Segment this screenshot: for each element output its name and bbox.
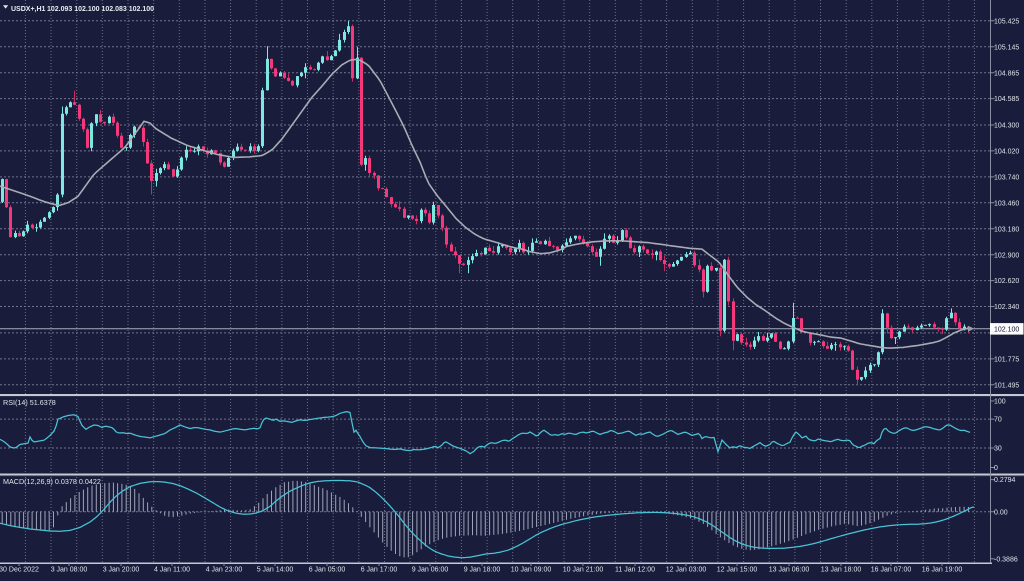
svg-text:4 Jan 23:00: 4 Jan 23:00 bbox=[206, 567, 243, 574]
svg-text:12 Jan 15:00: 12 Jan 15:00 bbox=[717, 567, 758, 574]
svg-text:10 Jan 09:00: 10 Jan 09:00 bbox=[511, 567, 552, 574]
svg-text:11 Jan 12:00: 11 Jan 12:00 bbox=[615, 567, 655, 574]
svg-text:3 Jan 08:00: 3 Jan 08:00 bbox=[51, 567, 88, 574]
svg-text:30 Dec 2022: 30 Dec 2022 bbox=[0, 567, 39, 574]
svg-text:USDX+,H1: USDX+,H1 bbox=[11, 6, 46, 13]
svg-text:104.300: 104.300 bbox=[994, 123, 1019, 130]
svg-text:0.2794: 0.2794 bbox=[994, 477, 1016, 484]
svg-text:103.740: 103.740 bbox=[994, 175, 1019, 182]
svg-text:-0.3886: -0.3886 bbox=[994, 556, 1018, 563]
svg-text:13 Jan 06:00: 13 Jan 06:00 bbox=[769, 567, 810, 574]
svg-text:102.900: 102.900 bbox=[994, 252, 1019, 259]
svg-text:70: 70 bbox=[994, 417, 1002, 424]
svg-text:105.145: 105.145 bbox=[994, 44, 1019, 51]
svg-text:16 Jan 07:00: 16 Jan 07:00 bbox=[871, 567, 912, 574]
svg-text:104.020: 104.020 bbox=[994, 149, 1019, 156]
svg-text:RSI(14) 51.6378: RSI(14) 51.6378 bbox=[3, 398, 56, 407]
svg-text:16 Jan 19:00: 16 Jan 19:00 bbox=[922, 567, 963, 574]
svg-text:104.585: 104.585 bbox=[994, 96, 1019, 103]
svg-text:30: 30 bbox=[994, 446, 1002, 453]
svg-text:102.093 102.100 102.083 102.10: 102.093 102.100 102.083 102.100 bbox=[47, 6, 154, 13]
svg-text:103.180: 103.180 bbox=[994, 226, 1019, 233]
svg-text:0.00: 0.00 bbox=[994, 509, 1008, 516]
svg-text:105.425: 105.425 bbox=[994, 18, 1019, 25]
svg-text:103.460: 103.460 bbox=[994, 200, 1019, 207]
svg-text:12 Jan 03:00: 12 Jan 03:00 bbox=[666, 567, 707, 574]
svg-text:104.865: 104.865 bbox=[994, 70, 1019, 77]
svg-text:9 Jan 18:00: 9 Jan 18:00 bbox=[464, 567, 501, 574]
svg-text:101.775: 101.775 bbox=[994, 357, 1019, 364]
svg-text:10 Jan 21:00: 10 Jan 21:00 bbox=[563, 567, 604, 574]
svg-text:3 Jan 20:00: 3 Jan 20:00 bbox=[103, 567, 140, 574]
svg-text:0: 0 bbox=[994, 465, 998, 472]
svg-text:102.100: 102.100 bbox=[994, 326, 1019, 333]
svg-text:MACD(12,26,9) 0.0378 0.0422: MACD(12,26,9) 0.0378 0.0422 bbox=[3, 477, 101, 486]
svg-text:9 Jan 06:00: 9 Jan 06:00 bbox=[412, 567, 449, 574]
svg-text:5 Jan 14:00: 5 Jan 14:00 bbox=[257, 567, 294, 574]
svg-text:102.340: 102.340 bbox=[994, 304, 1019, 311]
svg-text:4 Jan 11:00: 4 Jan 11:00 bbox=[154, 567, 190, 574]
svg-text:102.620: 102.620 bbox=[994, 278, 1019, 285]
svg-text:13 Jan 18:00: 13 Jan 18:00 bbox=[821, 567, 862, 574]
svg-text:6 Jan 05:00: 6 Jan 05:00 bbox=[309, 567, 346, 574]
svg-text:101.495: 101.495 bbox=[994, 382, 1019, 389]
svg-text:6 Jan 17:00: 6 Jan 17:00 bbox=[361, 567, 398, 574]
svg-text:100: 100 bbox=[994, 399, 1006, 406]
